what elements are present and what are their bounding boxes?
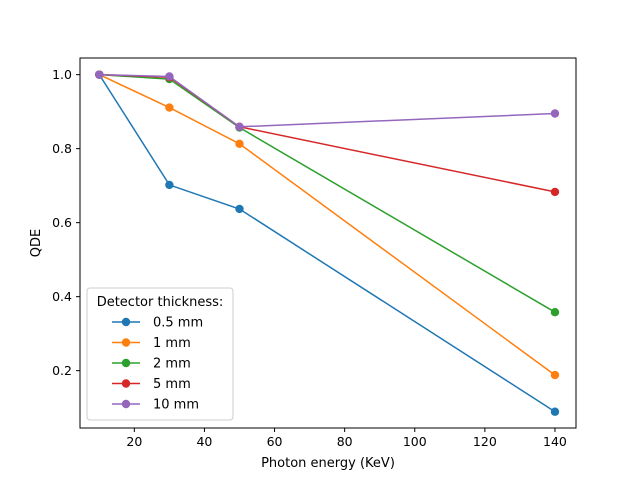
data-point: [165, 72, 174, 81]
series-line: [98, 74, 556, 413]
legend-label: 2 mm: [153, 357, 191, 372]
data-point: [550, 407, 560, 416]
y-tick-label: 0.8: [52, 141, 72, 156]
data-point: [165, 103, 174, 112]
data-point: [235, 122, 244, 132]
legend-label: 1 mm: [153, 336, 191, 351]
legend-entry: 5 mm: [112, 377, 191, 392]
data-point: [95, 70, 104, 79]
data-point: [235, 139, 244, 149]
legend-label: 5 mm: [153, 377, 191, 392]
legend: Detector thickness: 0.5 mm 1 mm 2 mm 5 mm 10…: [86, 287, 234, 421]
legend-entry: 2 mm: [112, 357, 191, 372]
plot-frame: [79, 57, 577, 429]
legend-entry: 1 mm: [112, 336, 191, 351]
legend-title: Detector thickness:: [97, 295, 224, 310]
x-tick-label: 120: [473, 434, 497, 449]
y-tick-label: 0.4: [52, 289, 72, 304]
legend-swatch-marker: [121, 358, 131, 368]
data-point: [550, 109, 560, 118]
legend-swatch-marker: [121, 317, 131, 327]
x-tick-label: 20: [126, 434, 142, 449]
series-4: [95, 70, 560, 132]
legend-swatch-marker: [121, 399, 131, 409]
legend-swatch-marker: [121, 338, 131, 347]
x-tick-label: 80: [337, 434, 353, 449]
data-point: [550, 187, 560, 197]
x-tick-label: 60: [267, 434, 283, 449]
series-line: [99, 73, 556, 128]
y-tick-label: 0.2: [52, 363, 72, 378]
x-tick-label: 40: [196, 434, 212, 449]
legend-label: 0.5 mm: [153, 316, 203, 331]
data-point: [550, 370, 560, 380]
y-tick-label: 1.0: [52, 67, 72, 82]
axes: 20 40 60 80 100 120 140 0.2 0.4 0.6 0.8 1.0: [52, 67, 567, 449]
x-tick-label: 140: [543, 434, 567, 449]
legend-label: 10 mm: [153, 398, 199, 413]
y-axis-label: QDE: [29, 229, 44, 257]
x-axis-label: Photon energy (KeV): [261, 456, 395, 471]
data-point: [165, 180, 174, 190]
legend-entry: 0.5 mm: [112, 316, 203, 331]
x-tick-label: 100: [403, 434, 427, 449]
series-line: [98, 73, 556, 376]
series-line: [99, 73, 556, 193]
series-line: [99, 73, 556, 313]
legend-swatch-marker: [121, 379, 131, 388]
data-point: [550, 307, 560, 317]
series-2: [95, 70, 560, 317]
data-point: [235, 204, 244, 214]
y-tick-label: 0.6: [52, 215, 72, 230]
legend-entry: 10 mm: [112, 398, 199, 413]
plot-area: [95, 70, 560, 416]
